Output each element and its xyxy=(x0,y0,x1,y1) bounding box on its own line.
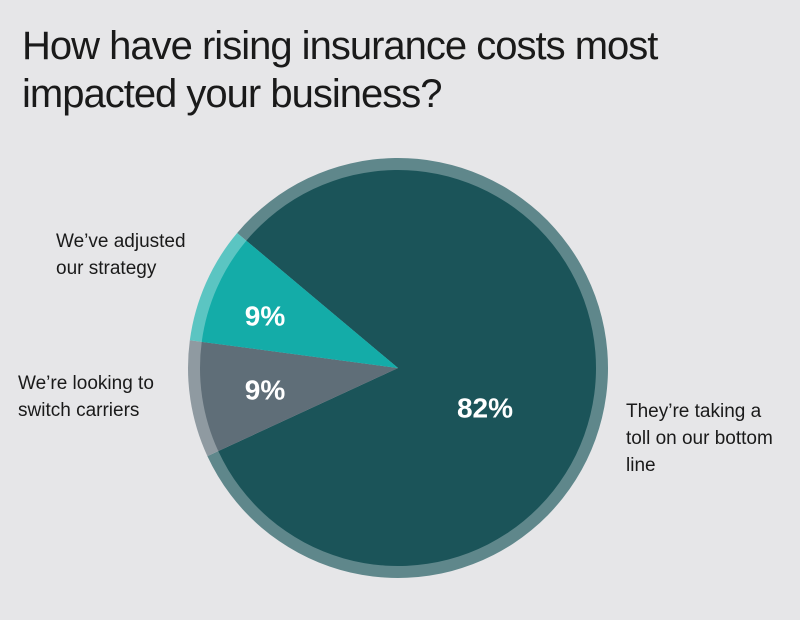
slice xyxy=(201,240,398,368)
value-label: 9% xyxy=(245,300,286,331)
category-label: We’re looking to switch carriers xyxy=(18,373,154,421)
value-label: 82% xyxy=(457,392,513,423)
chart-title: How have rising insurance costs most imp… xyxy=(22,24,658,116)
category-label: They’re taking a toll on our bottom line xyxy=(626,401,773,476)
slice xyxy=(218,170,597,567)
category-label: We’ve adjusted our strategy xyxy=(56,231,186,279)
slice xyxy=(199,341,398,452)
value-label: 9% xyxy=(245,374,286,405)
